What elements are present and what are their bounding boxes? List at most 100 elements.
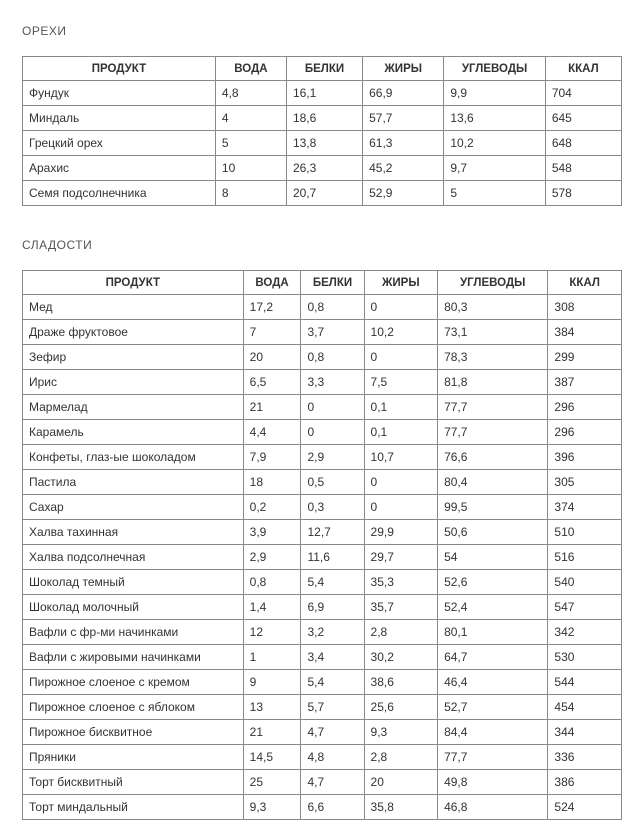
value-cell: 4,8: [215, 81, 286, 106]
value-cell: 4,7: [301, 720, 364, 745]
column-header: ПРОДУКТ: [23, 57, 216, 81]
value-cell: 29,9: [364, 520, 438, 545]
value-cell: 544: [548, 670, 622, 695]
value-cell: 3,2: [301, 620, 364, 645]
value-cell: 20: [243, 345, 301, 370]
value-cell: 10,2: [364, 320, 438, 345]
value-cell: 2,8: [364, 745, 438, 770]
value-cell: 510: [548, 520, 622, 545]
value-cell: 57,7: [363, 106, 444, 131]
value-cell: 13,6: [444, 106, 546, 131]
value-cell: 18,6: [286, 106, 362, 131]
value-cell: 26,3: [286, 156, 362, 181]
column-header: БЕЛКИ: [301, 271, 364, 295]
product-name-cell: Торт миндальный: [23, 795, 244, 820]
value-cell: 80,3: [438, 295, 548, 320]
value-cell: 0,8: [243, 570, 301, 595]
value-cell: 80,4: [438, 470, 548, 495]
product-name-cell: Шоколад темный: [23, 570, 244, 595]
value-cell: 0,1: [364, 420, 438, 445]
table-row: Пирожное слоеное с яблоком135,725,652,74…: [23, 695, 622, 720]
value-cell: 547: [548, 595, 622, 620]
value-cell: 35,8: [364, 795, 438, 820]
column-header: ВОДА: [243, 271, 301, 295]
table-row: Шоколад молочный1,46,935,752,4547: [23, 595, 622, 620]
value-cell: 5,4: [301, 670, 364, 695]
product-name-cell: Вафли с фр-ми начинками: [23, 620, 244, 645]
value-cell: 80,1: [438, 620, 548, 645]
value-cell: 25,6: [364, 695, 438, 720]
value-cell: 14,5: [243, 745, 301, 770]
product-name-cell: Халва тахинная: [23, 520, 244, 545]
value-cell: 296: [548, 420, 622, 445]
value-cell: 35,7: [364, 595, 438, 620]
product-name-cell: Пирожное слоеное с яблоком: [23, 695, 244, 720]
value-cell: 76,6: [438, 445, 548, 470]
table-row: Вафли с фр-ми начинками123,22,880,1342: [23, 620, 622, 645]
column-header: ВОДА: [215, 57, 286, 81]
value-cell: 0,1: [364, 395, 438, 420]
table-row: Пастила180,5080,4305: [23, 470, 622, 495]
value-cell: 13,8: [286, 131, 362, 156]
value-cell: 3,3: [301, 370, 364, 395]
value-cell: 0,8: [301, 295, 364, 320]
product-name-cell: Мармелад: [23, 395, 244, 420]
value-cell: 66,9: [363, 81, 444, 106]
value-cell: 9,9: [444, 81, 546, 106]
value-cell: 386: [548, 770, 622, 795]
value-cell: 1,4: [243, 595, 301, 620]
value-cell: 20,7: [286, 181, 362, 206]
value-cell: 0,2: [243, 495, 301, 520]
value-cell: 12: [243, 620, 301, 645]
value-cell: 387: [548, 370, 622, 395]
value-cell: 454: [548, 695, 622, 720]
product-name-cell: Вафли с жировыми начинками: [23, 645, 244, 670]
value-cell: 8: [215, 181, 286, 206]
value-cell: 64,7: [438, 645, 548, 670]
value-cell: 1: [243, 645, 301, 670]
nutrition-table: ПРОДУКТВОДАБЕЛКИЖИРЫУГЛЕВОДЫККАЛМед17,20…: [22, 270, 622, 820]
product-name-cell: Миндаль: [23, 106, 216, 131]
product-name-cell: Зефир: [23, 345, 244, 370]
value-cell: 0,3: [301, 495, 364, 520]
table-row: Зефир200,8078,3299: [23, 345, 622, 370]
value-cell: 0: [364, 345, 438, 370]
product-name-cell: Арахис: [23, 156, 216, 181]
value-cell: 52,4: [438, 595, 548, 620]
value-cell: 5,7: [301, 695, 364, 720]
table-row: Конфеты, глаз-ые шоколадом7,92,910,776,6…: [23, 445, 622, 470]
value-cell: 29,7: [364, 545, 438, 570]
value-cell: 18: [243, 470, 301, 495]
value-cell: 645: [545, 106, 621, 131]
value-cell: 77,7: [438, 395, 548, 420]
value-cell: 35,3: [364, 570, 438, 595]
table-row: Халва тахинная3,912,729,950,6510: [23, 520, 622, 545]
value-cell: 5: [215, 131, 286, 156]
value-cell: 17,2: [243, 295, 301, 320]
value-cell: 4: [215, 106, 286, 131]
product-name-cell: Торт бисквитный: [23, 770, 244, 795]
section-title: ОРЕХИ: [22, 24, 622, 38]
value-cell: 336: [548, 745, 622, 770]
product-name-cell: Грецкий орех: [23, 131, 216, 156]
section-1: СЛАДОСТИПРОДУКТВОДАБЕЛКИЖИРЫУГЛЕВОДЫККАЛ…: [22, 238, 622, 820]
value-cell: 52,7: [438, 695, 548, 720]
value-cell: 4,7: [301, 770, 364, 795]
product-name-cell: Пирожное бисквитное: [23, 720, 244, 745]
value-cell: 12,7: [301, 520, 364, 545]
value-cell: 9: [243, 670, 301, 695]
product-name-cell: Карамель: [23, 420, 244, 445]
value-cell: 10,7: [364, 445, 438, 470]
value-cell: 6,5: [243, 370, 301, 395]
table-row: Вафли с жировыми начинками13,430,264,753…: [23, 645, 622, 670]
column-header: БЕЛКИ: [286, 57, 362, 81]
product-name-cell: Сахар: [23, 495, 244, 520]
value-cell: 384: [548, 320, 622, 345]
value-cell: 7: [243, 320, 301, 345]
value-cell: 46,4: [438, 670, 548, 695]
column-header: УГЛЕВОДЫ: [444, 57, 546, 81]
value-cell: 296: [548, 395, 622, 420]
value-cell: 81,8: [438, 370, 548, 395]
value-cell: 9,7: [444, 156, 546, 181]
table-row: Торт бисквитный254,72049,8386: [23, 770, 622, 795]
